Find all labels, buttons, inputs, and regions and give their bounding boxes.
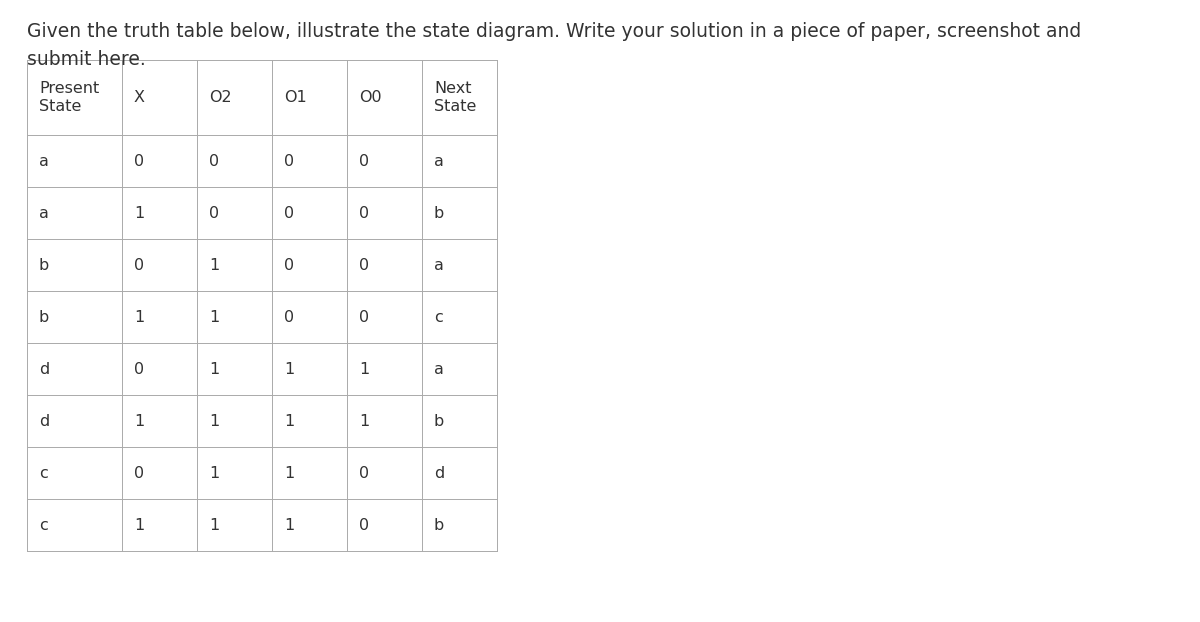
Text: 1: 1 xyxy=(209,361,220,376)
Text: 1: 1 xyxy=(284,414,294,429)
Text: 0: 0 xyxy=(134,154,144,169)
Text: a: a xyxy=(434,154,444,169)
Text: Present
State: Present State xyxy=(38,81,100,114)
Text: X: X xyxy=(134,90,145,105)
Text: 0: 0 xyxy=(284,154,294,169)
Text: 0: 0 xyxy=(359,154,370,169)
Text: 1: 1 xyxy=(284,465,294,481)
Text: 1: 1 xyxy=(209,414,220,429)
Text: a: a xyxy=(434,258,444,272)
Text: O2: O2 xyxy=(209,90,232,105)
Text: 0: 0 xyxy=(134,258,144,272)
Text: 1: 1 xyxy=(209,518,220,532)
Text: 0: 0 xyxy=(284,258,294,272)
Text: 0: 0 xyxy=(284,310,294,325)
Text: d: d xyxy=(38,361,49,376)
Text: 1: 1 xyxy=(284,361,294,376)
Text: 0: 0 xyxy=(359,465,370,481)
Text: 0: 0 xyxy=(359,205,370,221)
Text: 0: 0 xyxy=(359,518,370,532)
Text: d: d xyxy=(38,414,49,429)
Text: Next
State: Next State xyxy=(434,81,476,114)
Text: Given the truth table below, illustrate the state diagram. Write your solution i: Given the truth table below, illustrate … xyxy=(28,22,1081,41)
Text: 1: 1 xyxy=(134,205,144,221)
Text: a: a xyxy=(434,361,444,376)
Text: 0: 0 xyxy=(134,465,144,481)
Text: 1: 1 xyxy=(359,414,370,429)
Text: b: b xyxy=(434,205,444,221)
Text: c: c xyxy=(38,518,48,532)
Text: 1: 1 xyxy=(359,361,370,376)
Text: O1: O1 xyxy=(284,90,307,105)
Text: c: c xyxy=(38,465,48,481)
Text: 1: 1 xyxy=(134,310,144,325)
Text: O0: O0 xyxy=(359,90,382,105)
Text: 0: 0 xyxy=(359,258,370,272)
Text: 1: 1 xyxy=(284,518,294,532)
Text: a: a xyxy=(38,154,49,169)
Text: b: b xyxy=(38,258,49,272)
Text: 1: 1 xyxy=(134,518,144,532)
Text: 1: 1 xyxy=(134,414,144,429)
Text: 0: 0 xyxy=(284,205,294,221)
Text: a: a xyxy=(38,205,49,221)
Text: c: c xyxy=(434,310,443,325)
Text: b: b xyxy=(434,414,444,429)
Text: 0: 0 xyxy=(209,205,220,221)
Text: 1: 1 xyxy=(209,465,220,481)
Text: 1: 1 xyxy=(209,258,220,272)
Text: 0: 0 xyxy=(359,310,370,325)
Text: submit here.: submit here. xyxy=(28,50,145,69)
Text: b: b xyxy=(38,310,49,325)
Text: b: b xyxy=(434,518,444,532)
Text: 0: 0 xyxy=(134,361,144,376)
Text: d: d xyxy=(434,465,444,481)
Text: 0: 0 xyxy=(209,154,220,169)
Text: 1: 1 xyxy=(209,310,220,325)
